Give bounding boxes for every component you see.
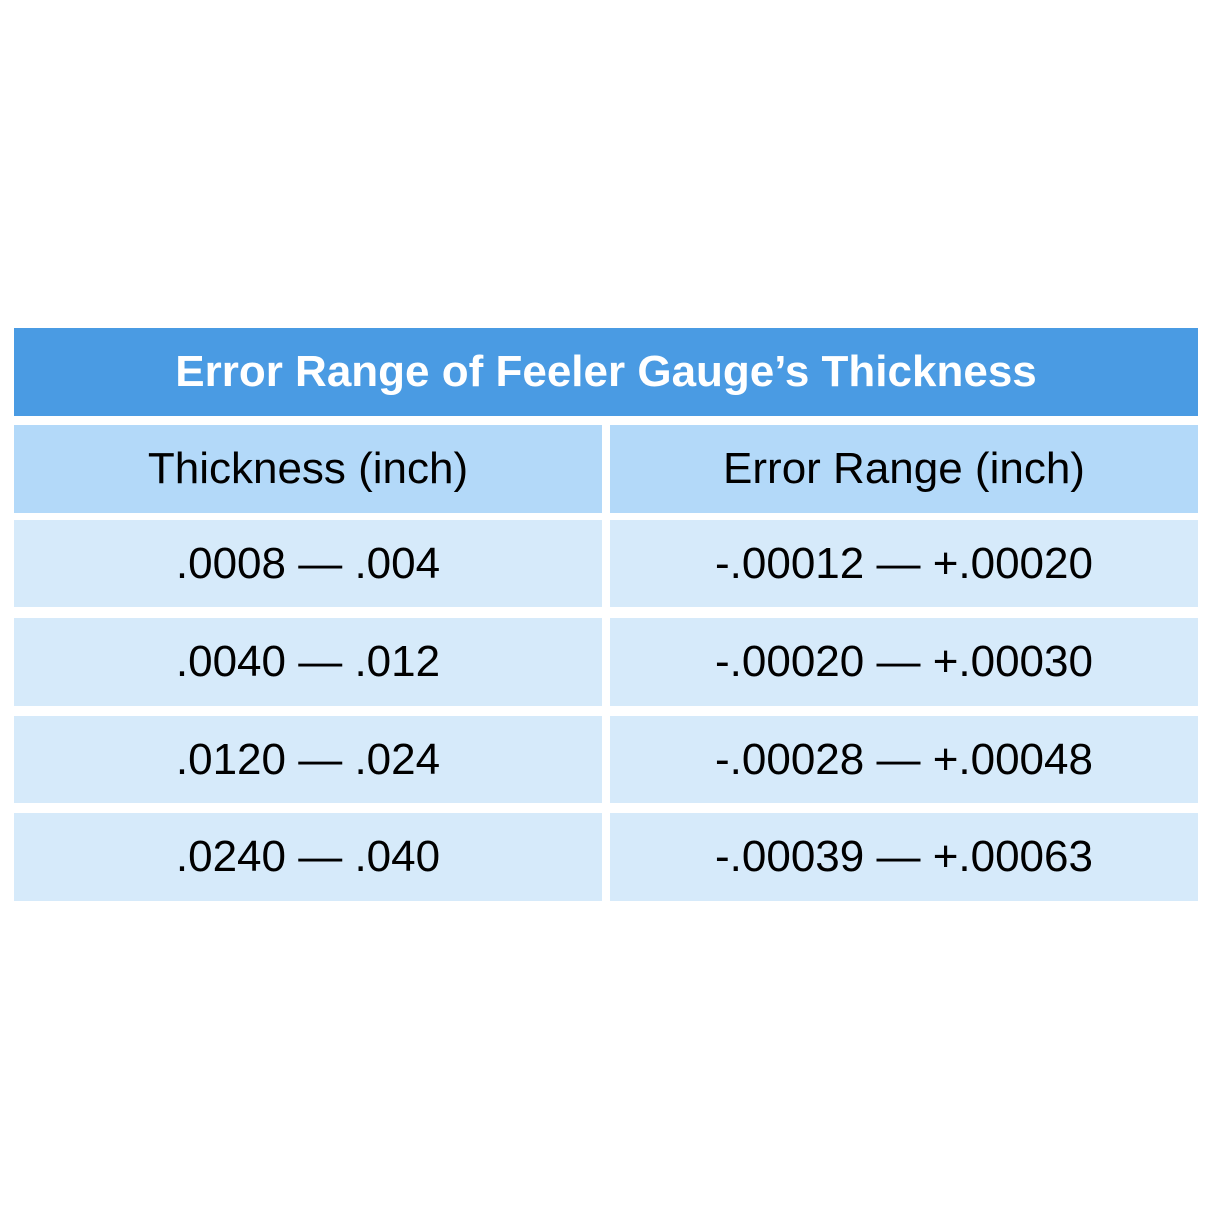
table-cell-error-range: -.00028 — +.00048 [610,716,1198,803]
table-cell-error-range: -.00039 — +.00063 [610,813,1198,901]
table-cell-error-range: -.00012 — +.00020 [610,520,1198,607]
column-header-thickness: Thickness (inch) [14,425,602,513]
table-cell-thickness: .0008 — .004 [14,520,602,607]
table-title: Error Range of Feeler Gauge’s Thickness [14,328,1198,416]
column-header-error-range: Error Range (inch) [610,425,1198,513]
table-cell-thickness: .0040 — .012 [14,618,602,706]
table-cell-thickness: .0240 — .040 [14,813,602,901]
table-cell-thickness: .0120 — .024 [14,716,602,803]
table-cell-error-range: -.00020 — +.00030 [610,618,1198,706]
